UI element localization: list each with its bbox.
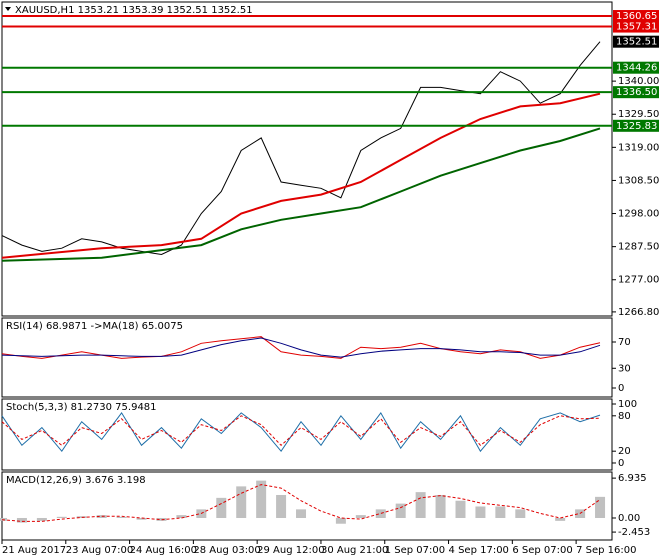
series-line (1, 127, 601, 262)
histogram-bar (355, 515, 366, 518)
series-line (1, 411, 601, 453)
x-tick-label: 6 Sep 07:00 (512, 545, 572, 556)
last-price-label: 1352.51 (616, 37, 657, 48)
histogram-bar (216, 497, 227, 518)
y-tick-label: 80 (618, 411, 631, 422)
x-tick-label: 23 Aug 07:00 (66, 545, 133, 556)
histogram-bar (475, 506, 486, 518)
level-label: 1357.31 (616, 22, 657, 33)
level-label: 1325.83 (616, 121, 657, 132)
histogram-bar (116, 516, 127, 518)
panel-title: RSI(14) 68.9871 ->MA(18) 65.0075 (6, 321, 183, 332)
level-label: 1344.26 (616, 63, 657, 74)
last-price-box (613, 35, 659, 48)
panel-title: Stoch(5,3,3) 81.2730 75.9481 (6, 402, 157, 413)
histogram-bar (375, 509, 386, 518)
y-tick-label: 1340.00 (618, 76, 659, 87)
histogram-bar (256, 480, 267, 518)
y-tick-label: 1266.80 (618, 307, 659, 318)
series-line (1, 484, 601, 522)
y-tick-label: 70 (618, 337, 631, 348)
panel-frame (1, 1, 613, 317)
histogram-bar (296, 509, 307, 518)
level-box (613, 119, 659, 132)
histogram-bar (36, 517, 47, 521)
histogram-bar (176, 515, 187, 518)
y-tick-label: 30 (618, 363, 631, 374)
x-tick-label: 30 Aug 21:00 (321, 545, 388, 556)
y-tick-label: 1298.00 (618, 209, 659, 220)
histogram-bar (455, 500, 466, 518)
panel-title: XAUUSD,H1 1353.21 1353.39 1352.51 1352.5… (15, 5, 253, 16)
histogram-bar (16, 517, 27, 523)
x-tick-label: 29 Aug 12:00 (257, 545, 324, 556)
level-label: 1360.65 (616, 11, 657, 22)
histogram-bar (56, 516, 67, 518)
histogram-bar (395, 503, 406, 518)
panel-frame (1, 317, 613, 398)
menu-arrow (5, 7, 11, 11)
histogram-bar (236, 486, 247, 518)
histogram-bar (136, 517, 147, 520)
series-line (1, 92, 601, 259)
level-label: 1336.50 (616, 87, 657, 98)
y-tick-label: 0.00 (618, 513, 640, 524)
histogram-bar (96, 515, 107, 518)
y-tick-label: 1277.00 (618, 275, 659, 286)
y-tick-label: 20 (618, 446, 631, 457)
level-box (613, 61, 659, 74)
x-tick-label: 21 Aug 2017 (2, 545, 66, 556)
series-line (1, 415, 601, 446)
histogram-bar (495, 506, 506, 518)
histogram-bar (595, 496, 606, 518)
panel-frame (1, 471, 613, 541)
x-tick-label: 24 Aug 16:00 (130, 545, 197, 556)
y-tick-label: -2.453 (618, 527, 650, 538)
histogram-bar (156, 517, 167, 521)
series-line (1, 337, 601, 358)
x-tick-label: 1 Sep 07:00 (385, 545, 445, 556)
x-tick-label: 4 Sep 17:00 (449, 545, 509, 556)
histogram-bar (435, 494, 446, 518)
x-tick-label: 7 Sep 16:00 (576, 545, 636, 556)
y-tick-label: 100 (618, 399, 637, 410)
histogram-bar (276, 494, 287, 518)
y-tick-label: 6.935 (618, 473, 647, 484)
histogram-bar (335, 517, 346, 524)
y-tick-label: 1319.00 (618, 142, 659, 153)
level-box (613, 86, 659, 99)
y-tick-label: 1287.50 (618, 242, 659, 253)
histogram-bar (415, 492, 426, 518)
histogram-bar (555, 517, 566, 521)
level-box (613, 10, 659, 23)
y-tick-label: 1308.50 (618, 175, 659, 186)
histogram-bar (515, 509, 526, 518)
level-box (613, 20, 659, 33)
series-line (1, 41, 601, 256)
y-tick-label: 0 (618, 383, 624, 394)
y-tick-label: 1329.50 (618, 109, 659, 120)
x-tick-label: 28 Aug 03:00 (193, 545, 260, 556)
y-tick-label: 0 (618, 458, 624, 469)
panel-frame (1, 398, 613, 471)
panel-title: MACD(12,26,9) 3.676 3.198 (6, 475, 146, 486)
